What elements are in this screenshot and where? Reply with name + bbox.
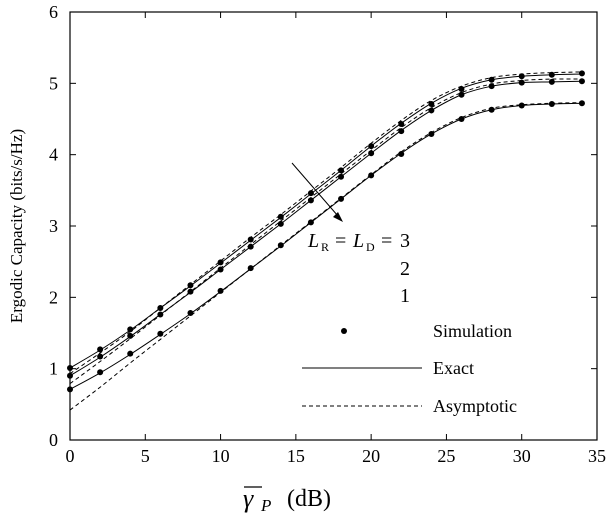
simulation-point-L3 (277, 213, 284, 220)
x-axis-label: γ P (dB) (243, 484, 331, 515)
simulation-point-L2 (217, 266, 224, 273)
annotation-value-2: 2 (400, 258, 410, 280)
tick-layer: 0 5 10 15 20 25 30 35 0 1 2 3 4 5 6 (49, 2, 606, 466)
simulation-point-L3 (428, 101, 435, 108)
simulation-point-L3 (578, 70, 585, 77)
simulation-point-L1 (127, 350, 134, 357)
simulation-point-L2 (458, 91, 465, 98)
simulation-point-L1 (398, 150, 405, 157)
simulation-point-L2 (127, 332, 134, 339)
simulation-point-L3 (217, 259, 224, 266)
x-tick-label: 0 (66, 446, 75, 466)
legend-marker-simulation (341, 328, 347, 334)
simulation-point-L2 (338, 173, 345, 180)
y-tick-label: 3 (49, 216, 58, 236)
x-tick-label: 25 (437, 446, 455, 466)
annotation-l-symbol-2: L (352, 230, 364, 252)
simulation-point-L1 (428, 130, 435, 137)
legend: Simulation Exact Asymptotic (302, 321, 517, 416)
simulation-point-L2 (277, 220, 284, 227)
y-axis-label: Ergodic Capacity (bits/s/Hz) (7, 129, 26, 323)
simulation-point-L1 (488, 106, 495, 113)
annotation-equals-2: = (376, 230, 397, 252)
simulation-point-L1 (578, 100, 585, 107)
x-axis-label-symbol: γ (243, 484, 254, 513)
curve-annotation: L R = L D = 3 2 1 (291, 162, 410, 307)
legend-label-exact: Exact (433, 358, 474, 378)
simulation-point-L2 (578, 78, 585, 85)
simulation-point-L3 (488, 76, 495, 83)
simulation-point-L1 (217, 287, 224, 294)
simulation-point-L1 (157, 330, 164, 337)
simulation-point-L2 (187, 288, 194, 295)
simulation-point-L3 (127, 326, 134, 333)
annotation-sub-r: R (321, 240, 329, 254)
y-tick-label: 5 (49, 73, 58, 93)
simulation-point-L2 (97, 353, 104, 360)
simulation-point-L1 (97, 369, 104, 376)
simulation-point-L3 (187, 282, 194, 289)
simulation-point-L2 (157, 311, 164, 318)
simulation-point-L3 (97, 346, 104, 353)
simulation-point-L3 (398, 120, 405, 127)
simulation-point-L1 (458, 116, 465, 122)
simulation-point-L2 (548, 78, 555, 85)
simulation-point-L1 (548, 101, 555, 108)
annotation-sub-d: D (366, 240, 375, 254)
simulation-point-L2 (247, 243, 254, 250)
simulation-point-L3 (548, 71, 555, 78)
y-tick-label: 2 (49, 287, 58, 307)
legend-item-exact: Exact (302, 358, 474, 378)
simulation-point-L3 (157, 305, 164, 312)
x-tick-label: 20 (362, 446, 380, 466)
simulation-point-L1 (247, 265, 254, 272)
y-tick-label: 1 (49, 359, 58, 379)
x-tick-label: 35 (588, 446, 606, 466)
simulation-point-L3 (518, 73, 525, 80)
plot-layer (67, 70, 585, 411)
plot-frame (69, 11, 598, 441)
simulation-point-L1 (338, 195, 345, 202)
simulation-point-L1 (277, 242, 284, 249)
y-tick-label: 0 (49, 430, 58, 450)
asymptotic-curve-L2 (69, 78, 582, 385)
y-tick-label: 4 (49, 145, 58, 165)
simulation-point-L3 (247, 236, 254, 243)
legend-label-asymptotic: Asymptotic (433, 396, 517, 416)
x-tick-label: 5 (141, 446, 150, 466)
x-axis-label-subscript: P (260, 496, 271, 515)
legend-label-simulation: Simulation (433, 321, 512, 341)
annotation-equals-1: = (330, 230, 351, 252)
simulation-point-L1 (368, 172, 375, 179)
simulation-point-L3 (458, 86, 465, 93)
annotation-value-1: 1 (400, 285, 410, 307)
simulation-point-L2 (428, 107, 435, 114)
simulation-point-L1 (307, 219, 314, 226)
asymptotic-curve-L1 (69, 102, 582, 411)
simulation-point-L3 (338, 167, 345, 174)
simulation-point-L2 (488, 83, 495, 90)
x-tick-label: 15 (287, 446, 305, 466)
annotation-arrowhead (333, 212, 343, 222)
legend-item-simulation: Simulation (341, 321, 512, 341)
simulation-point-L1 (187, 310, 194, 317)
simulation-point-L1 (518, 102, 525, 109)
simulation-point-L3 (368, 143, 375, 150)
legend-item-asymptotic: Asymptotic (302, 396, 517, 416)
simulation-point-L2 (307, 197, 314, 204)
x-tick-label: 10 (212, 446, 230, 466)
annotation-value-3: 3 (400, 230, 410, 252)
simulation-point-L2 (398, 128, 405, 135)
x-tick-label: 30 (513, 446, 531, 466)
simulation-point-L2 (518, 79, 525, 86)
simulation-point-L2 (368, 150, 375, 157)
x-axis-label-unit: (dB) (287, 486, 331, 512)
annotation-arrow-line (291, 162, 339, 217)
simulation-point-L3 (307, 190, 314, 197)
y-tick-label: 6 (49, 2, 58, 22)
annotation-l-symbol: L (307, 230, 319, 252)
